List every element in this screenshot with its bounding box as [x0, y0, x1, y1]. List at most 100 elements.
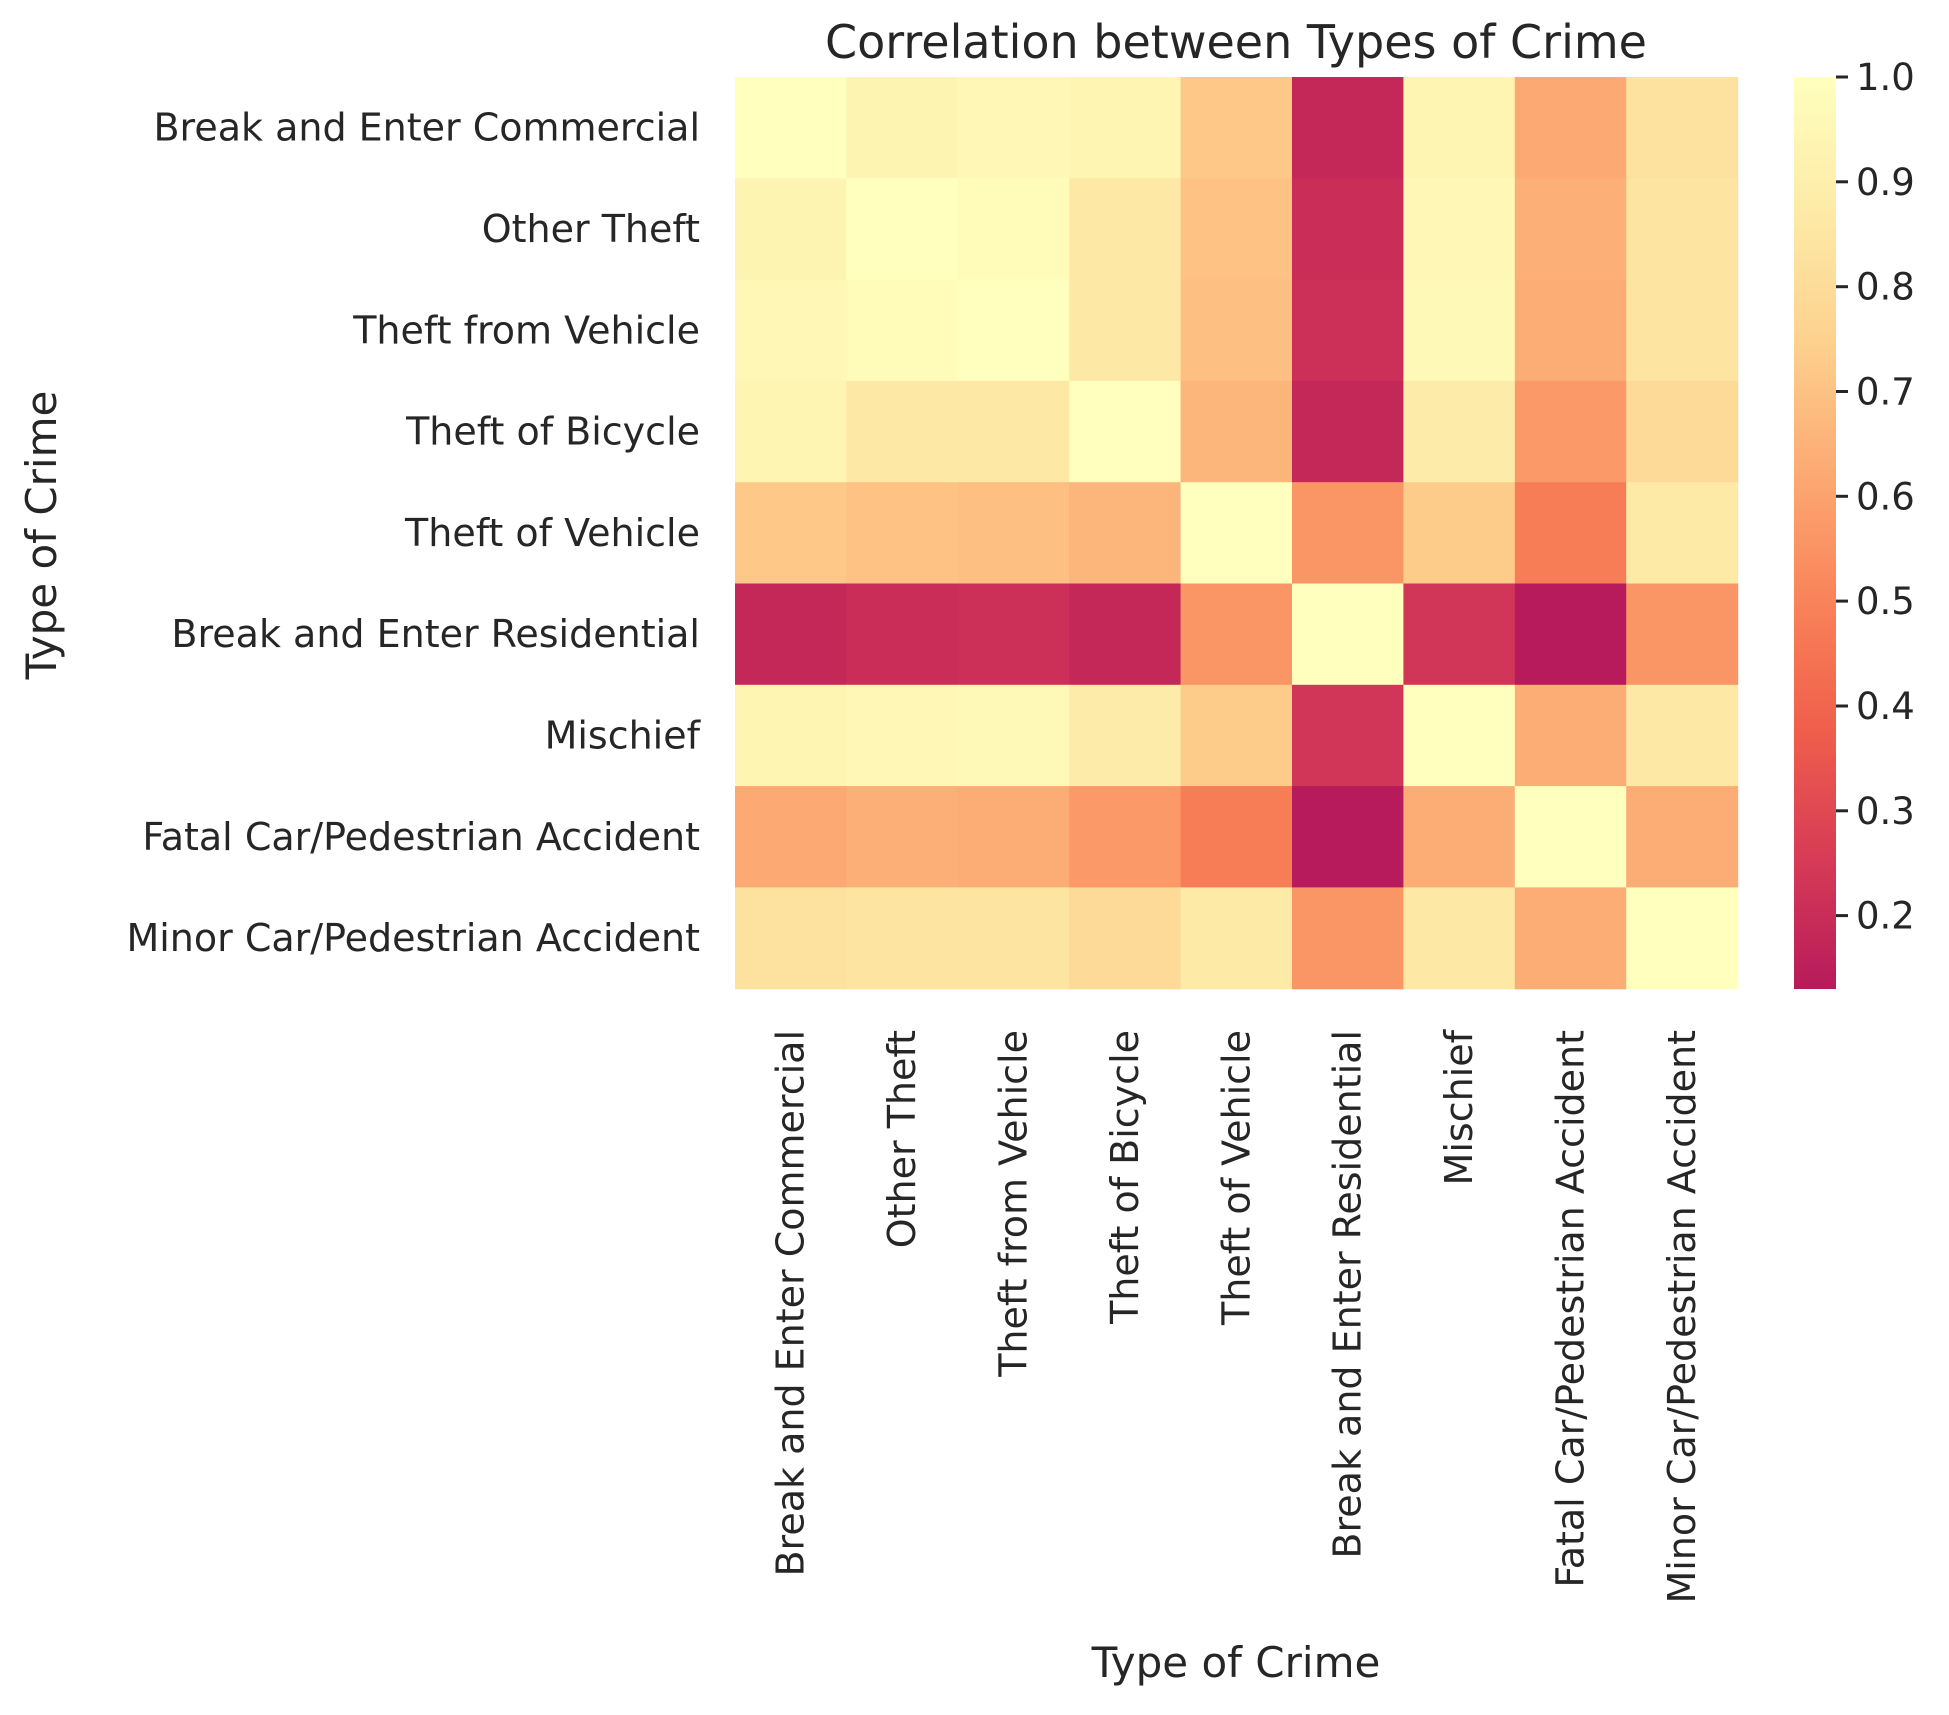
heatmap-cell [1403, 279, 1516, 382]
x-tick-label: Theft from Vehicle [992, 1030, 1036, 1378]
heatmap-cell [846, 684, 959, 787]
heatmap-cell [1403, 583, 1516, 686]
heatmap-cell [1180, 786, 1293, 888]
heatmap-cell [1403, 482, 1516, 585]
heatmap-cell [1292, 279, 1404, 382]
heatmap-cell [1626, 786, 1739, 888]
heatmap-cell [846, 178, 959, 281]
x-tick-label: Minor Car/Pedestrian Accident [1660, 1030, 1704, 1604]
y-tick-label: Theft of Vehicle [404, 511, 700, 555]
x-tick-label: Mischief [1437, 1028, 1481, 1185]
heatmap-cell [957, 583, 1070, 686]
heatmap-cell [1514, 380, 1627, 483]
heatmap-cell [846, 583, 959, 686]
heatmap-cell [1403, 684, 1516, 787]
heatmap-cell [1069, 887, 1182, 990]
heatmap-cell [957, 786, 1070, 888]
x-tick-label: Fatal Car/Pedestrian Accident [1549, 1030, 1593, 1588]
heatmap-cell [1626, 887, 1739, 990]
colorbar [1794, 77, 1836, 989]
heatmap-cell [1180, 684, 1293, 787]
heatmap-cell [957, 77, 1070, 179]
heatmap-cell [1180, 583, 1293, 686]
colorbar-tick-label: 0.5 [1856, 580, 1915, 623]
heatmap-cell [1292, 684, 1404, 787]
heatmap-cell [1626, 583, 1739, 686]
heatmap-cell [1180, 178, 1293, 281]
heatmap-cell [735, 786, 847, 888]
heatmap-cell [846, 279, 959, 382]
heatmap-cell [1514, 583, 1627, 686]
heatmap-cell [1403, 887, 1516, 990]
colorbar-ticks: 0.2 0.3 0.4 0.5 0.6 0.7 0.8 0.9 1.0 [1836, 56, 1915, 938]
heatmap-cell [735, 684, 847, 787]
heatmap-cell [1180, 380, 1293, 483]
x-tick-labels: Break and Enter Commercial Other Theft The… [769, 1028, 1704, 1603]
x-tick-label: Other Theft [880, 1030, 924, 1248]
heatmap-cell [957, 482, 1070, 585]
heatmap-cell [1626, 482, 1739, 585]
heatmap-cell [1626, 279, 1739, 382]
heatmap-cell [957, 380, 1070, 483]
x-tick-label: Break and Enter Commercial [769, 1030, 813, 1577]
x-tick-label: Theft of Bicycle [1103, 1030, 1147, 1325]
heatmap-cell [1069, 786, 1182, 888]
y-tick-labels: Break and Enter Commercial Other Theft The… [126, 106, 701, 960]
heatmap-cell [846, 887, 959, 990]
heatmap-cell [735, 178, 847, 281]
x-tick-label: Break and Enter Residential [1326, 1030, 1370, 1559]
colorbar-tick-label: 0.4 [1856, 685, 1915, 728]
y-axis-label: Type of Crime [17, 391, 66, 681]
y-tick-label: Mischief [545, 713, 702, 757]
colorbar-tick-label: 1.0 [1856, 56, 1915, 99]
x-axis-label: Type of Crime [1091, 1638, 1381, 1687]
heatmap-cell [1069, 583, 1182, 686]
heatmap-cell [1514, 887, 1627, 990]
colorbar-tick-label: 0.9 [1856, 161, 1915, 204]
heatmap-cell [957, 684, 1070, 787]
heatmap-cell [1069, 77, 1182, 179]
heatmap-cell [1626, 77, 1739, 179]
colorbar-tick-label: 0.8 [1856, 266, 1915, 309]
y-tick-label: Other Theft [482, 207, 700, 251]
heatmap-cell [957, 887, 1070, 990]
heatmap-cell [1626, 684, 1739, 787]
heatmap-cell [957, 279, 1070, 382]
heatmap-cell [1069, 482, 1182, 585]
heatmap-cell [1626, 178, 1739, 281]
y-tick-label: Theft of Bicycle [405, 410, 700, 454]
heatmap-cell [1180, 279, 1293, 382]
colorbar-tick-label: 0.7 [1856, 371, 1915, 414]
heatmap-cell [1292, 178, 1404, 281]
colorbar-tick-label: 0.6 [1856, 475, 1915, 518]
heatmap-cell [846, 482, 959, 585]
heatmap-cell [846, 786, 959, 888]
heatmap-cell [735, 887, 847, 990]
heatmap-cell [1292, 380, 1404, 483]
heatmap-cell [1292, 786, 1404, 888]
heatmap-cell [1069, 684, 1182, 787]
heatmap-cell [846, 380, 959, 483]
y-tick-label: Fatal Car/Pedestrian Accident [142, 815, 700, 859]
y-tick-label: Minor Car/Pedestrian Accident [126, 916, 700, 960]
heatmap-cell [1069, 178, 1182, 281]
heatmap-cell [1514, 684, 1627, 787]
heatmap-cell [957, 178, 1070, 281]
heatmap-cell [1292, 482, 1404, 585]
y-tick-label: Break and Enter Residential [171, 612, 700, 656]
heatmap-cell [1514, 482, 1627, 585]
heatmap-cell [846, 77, 959, 179]
heatmap-cell [1292, 77, 1404, 179]
heatmap-cell [1514, 279, 1627, 382]
heatmap-cell [1069, 380, 1182, 483]
y-tick-label: Theft from Vehicle [352, 308, 700, 352]
y-tick-label: Break and Enter Commercial [153, 106, 700, 150]
heatmap-cell [1514, 178, 1627, 281]
heatmap-cell [1292, 583, 1404, 686]
colorbar-tick-label: 0.2 [1856, 895, 1915, 938]
heatmap-cell [1514, 77, 1627, 179]
heatmap-cell [1403, 380, 1516, 483]
heatmap-cell [1514, 786, 1627, 888]
heatmap-cell [735, 482, 847, 585]
